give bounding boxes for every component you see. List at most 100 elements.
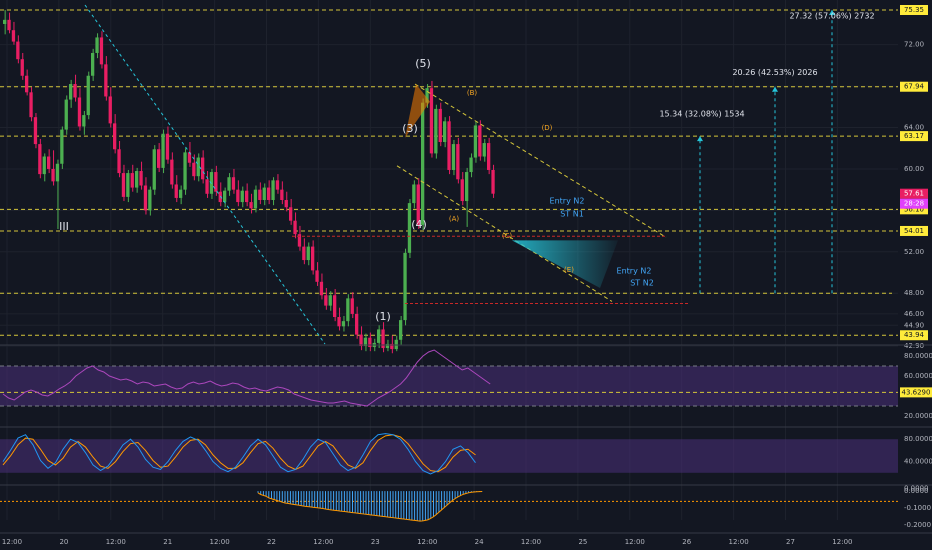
- time-tick-label: 12:00: [832, 538, 852, 546]
- candle-body: [319, 281, 324, 296]
- countdown-badge: [900, 198, 928, 209]
- level-badge-label: 56.10: [904, 205, 924, 213]
- candle-body: [60, 129, 64, 164]
- candle-body: [236, 189, 240, 203]
- candle-body: [240, 190, 244, 203]
- orange-wedge: [405, 84, 430, 138]
- candle-body: [95, 37, 99, 53]
- candle-body: [482, 143, 486, 157]
- entry-label: ST N2: [630, 279, 654, 288]
- candle-body: [407, 203, 412, 253]
- target-arrow-head: [772, 86, 778, 92]
- candle-body: [456, 144, 460, 180]
- candle-body: [368, 337, 372, 348]
- candle-body: [104, 64, 108, 97]
- candle-body: [143, 185, 148, 211]
- candle-body: [148, 189, 152, 211]
- wave-label: (C): [502, 232, 513, 240]
- rsi-tick-label: 60.0000: [904, 372, 932, 380]
- candle-body: [157, 149, 161, 168]
- candle-body: [297, 234, 302, 247]
- candle-body: [399, 320, 403, 340]
- candle-body: [25, 75, 29, 93]
- entry-label: Entry N2: [617, 267, 652, 276]
- candle-body: [51, 168, 55, 182]
- candle-body: [214, 172, 218, 192]
- candle-body: [421, 102, 425, 225]
- candle-body: [11, 30, 16, 42]
- candle-body: [258, 189, 262, 201]
- candle-body: [328, 295, 332, 306]
- candle-body: [192, 162, 196, 177]
- level-badge: [900, 225, 928, 236]
- macd-tick-label: -0.2000: [904, 521, 931, 529]
- target-label-1: 15.34 (32.08%) 1534: [659, 110, 744, 119]
- level-badge-label: 43.94: [904, 331, 925, 339]
- price-tick-label: 72.00: [904, 41, 924, 49]
- stoch-d-line: [2, 434, 476, 473]
- candle-body: [77, 97, 82, 127]
- level-badge-label: 63.17: [904, 132, 924, 140]
- time-tick-label: 12:00: [521, 538, 541, 546]
- time-tick-label: 24: [475, 538, 484, 546]
- triangle-upper-line: [414, 83, 667, 238]
- candle-body: [385, 343, 390, 349]
- candle-body: [443, 121, 447, 143]
- candle-body: [280, 189, 284, 201]
- candle-body: [7, 19, 11, 31]
- candle-body: [170, 159, 174, 185]
- candle-body: [20, 59, 24, 76]
- macd-line: [257, 490, 483, 522]
- candle-body: [473, 125, 478, 158]
- stoch-tick-label: 40.0000: [904, 458, 932, 466]
- current-price-label: 57.61: [904, 190, 924, 198]
- rsi-line: [2, 349, 491, 407]
- candle-body: [429, 88, 434, 154]
- candle-body: [451, 144, 456, 170]
- price-tick-label: 60.00: [904, 165, 924, 173]
- candle-body: [108, 96, 112, 124]
- stoch-k-line: [2, 433, 476, 475]
- candle-body: [152, 149, 156, 190]
- candle-body: [227, 177, 231, 191]
- price-tick-label: 42.90: [904, 342, 924, 350]
- level-badge: [900, 204, 928, 215]
- wave-label: (1): [375, 310, 391, 323]
- price-tick-label: 64.00: [904, 124, 924, 132]
- candle-body: [42, 156, 46, 175]
- candle-body: [394, 339, 398, 350]
- candle-body: [165, 133, 170, 160]
- time-tick-label: 12:00: [417, 538, 437, 546]
- price-tick-label: 46.00: [904, 310, 924, 318]
- candle-body: [179, 189, 183, 198]
- candle-body: [311, 246, 315, 271]
- time-tick-label: 27: [786, 538, 795, 546]
- time-tick-label: 12:00: [106, 538, 126, 546]
- wave-label: (3): [402, 122, 418, 135]
- candle-body: [289, 207, 293, 221]
- candle-body: [271, 180, 275, 201]
- time-tick-label: 22: [267, 538, 276, 546]
- wave-label: (A): [449, 215, 460, 223]
- level-badge-label: 54.01: [904, 227, 924, 235]
- candle-body: [267, 187, 271, 201]
- candle-body: [196, 157, 200, 177]
- candle-body: [38, 144, 42, 175]
- candle-body: [315, 270, 319, 282]
- candle-body: [346, 298, 350, 322]
- candle-body: [174, 184, 178, 198]
- candle-body: [324, 295, 328, 306]
- candle-body: [73, 84, 77, 98]
- candle-body: [86, 75, 90, 116]
- wave-label: (B): [467, 89, 478, 97]
- macd-tick-label: -0.1000: [904, 504, 931, 512]
- candle-body: [355, 313, 359, 335]
- wave-label: (5): [415, 57, 431, 70]
- candle-body: [337, 317, 341, 327]
- time-tick-label: 12:00: [313, 538, 333, 546]
- candle-body: [302, 246, 306, 261]
- candle-body: [121, 173, 126, 197]
- candle-body: [363, 337, 368, 346]
